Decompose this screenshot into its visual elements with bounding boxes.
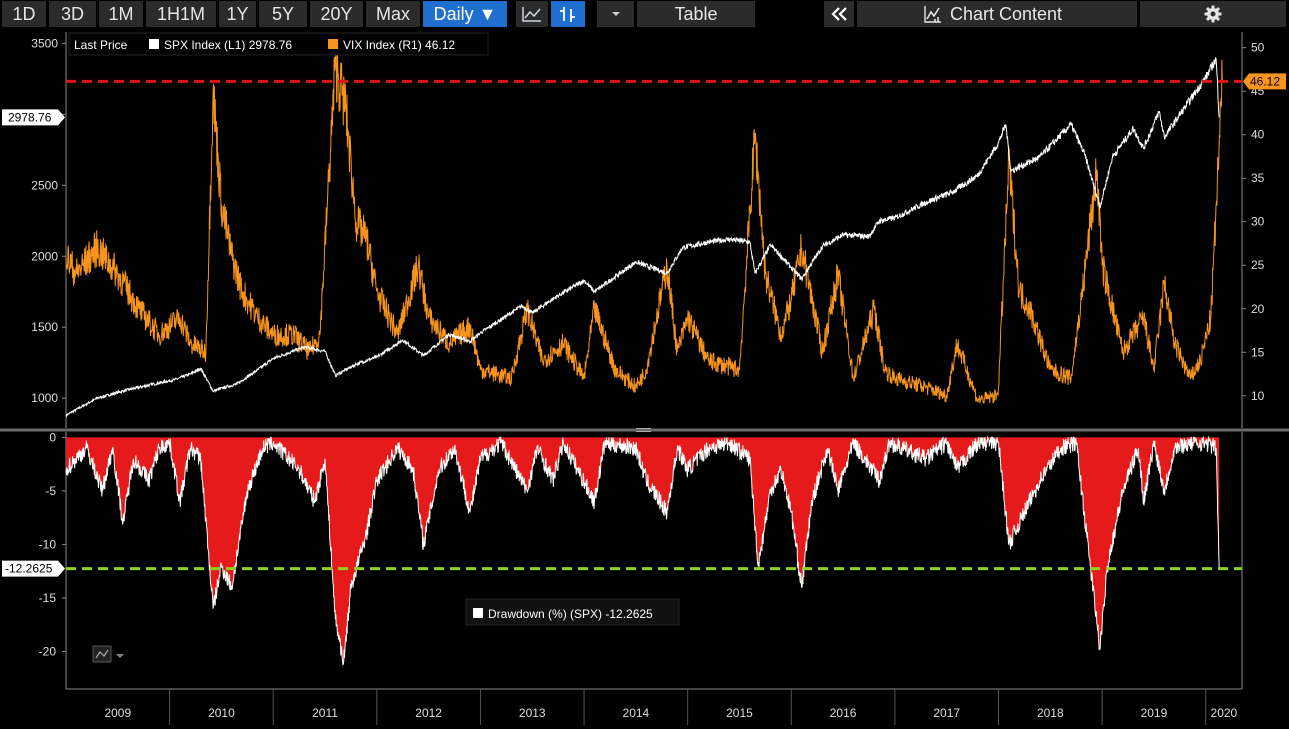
left-axis: 100015002000250030003500 xyxy=(31,36,66,405)
chart-type-dropdown[interactable] xyxy=(597,1,634,27)
right-axis-tick-label: 25 xyxy=(1251,258,1265,272)
x-axis-year-label: 2019 xyxy=(1141,706,1168,720)
vix-series-line xyxy=(65,43,1223,404)
vix-legend-label[interactable]: VIX Index (R1) 46.12 xyxy=(343,38,455,52)
x-axis-year-label: 2011 xyxy=(312,706,338,720)
left-axis-tick-label: 2000 xyxy=(31,249,58,263)
range-20y-button[interactable]: 20Y xyxy=(310,1,363,27)
collapse-button[interactable] xyxy=(824,1,854,27)
x-axis-year-label: 2012 xyxy=(415,706,442,720)
x-axis-year-label: 2013 xyxy=(519,706,546,720)
axis-frames xyxy=(65,32,1243,690)
small-line-chart-icon xyxy=(95,649,109,659)
left-axis-tick-label: 1500 xyxy=(31,320,58,334)
right-axis-tick-label: 35 xyxy=(1251,171,1265,185)
drawdown-legend-swatch xyxy=(473,608,483,618)
x-axis-year-label: 2015 xyxy=(726,706,753,720)
spx-last-value-marker: 2978.76 xyxy=(2,109,65,126)
spx-series-line xyxy=(65,56,1220,418)
range-1h1m-button[interactable]: 1H1M xyxy=(146,1,216,27)
drawdown-axis-tick-label: -20 xyxy=(39,645,57,659)
gear-icon xyxy=(1204,5,1222,23)
range-1y-button[interactable]: 1Y xyxy=(219,1,256,27)
panel-chart-type-button[interactable] xyxy=(92,645,124,663)
svg-text:-12.2625: -12.2625 xyxy=(5,562,53,576)
x-axis-year-label: 2018 xyxy=(1037,706,1064,720)
drawdown-axis: 0 -5 -10 -15 -20 xyxy=(39,430,66,659)
right-axis-tick-label: 50 xyxy=(1251,41,1265,55)
spx-legend-label[interactable]: SPX Index (L1) 2978.76 xyxy=(164,38,292,52)
left-axis-tick-label: 3500 xyxy=(31,36,58,50)
svg-text:2978.76: 2978.76 xyxy=(8,110,52,124)
chart-toolbar: 1D 3D 1M 1H1M 1Y 5Y 20Y Max Daily ▼ Tabl… xyxy=(0,0,1289,28)
range-1m-button[interactable]: 1M xyxy=(99,1,143,27)
drawdown-line xyxy=(65,435,1220,666)
panel-resize-handle[interactable] xyxy=(636,428,651,432)
x-axis-year-label: 2010 xyxy=(208,706,235,720)
drawdown-axis-tick-label: -15 xyxy=(39,591,57,605)
range-5y-button[interactable]: 5Y xyxy=(259,1,307,27)
drawdown-axis-tick-label: 0 xyxy=(49,430,56,444)
dropdown-arrow-icon xyxy=(611,12,620,16)
small-dropdown-arrow-icon xyxy=(116,654,124,658)
drawdown-legend-label[interactable]: Drawdown (%) (SPX) -12.2625 xyxy=(488,607,653,621)
chart-canvas: 100015002000250030003500 101520253035404… xyxy=(0,32,1289,725)
bottom-legend: Drawdown (%) (SPX) -12.2625 xyxy=(465,598,680,626)
settings-button[interactable] xyxy=(1140,1,1286,27)
svg-text:46.12: 46.12 xyxy=(1250,74,1280,88)
table-button[interactable]: Table xyxy=(637,1,755,27)
right-axis-tick-label: 40 xyxy=(1251,128,1265,142)
range-1d-button[interactable]: 1D xyxy=(2,1,46,27)
right-axis-tick-label: 10 xyxy=(1251,389,1265,403)
chart-content-label: Chart Content xyxy=(950,4,1063,24)
x-axis-year-label: 2014 xyxy=(623,706,650,720)
x-axis-year-label: 2009 xyxy=(104,706,131,720)
last-price-label: Last Price xyxy=(74,38,128,52)
x-axis-year-label: 2020 xyxy=(1211,706,1238,720)
chart-content-icon xyxy=(924,6,941,23)
range-max-button[interactable]: Max xyxy=(366,1,420,27)
chart-content-button[interactable]: Chart Content xyxy=(857,1,1137,27)
drawdown-last-value-marker: -12.2625 xyxy=(2,560,65,577)
x-axis-year-label: 2017 xyxy=(933,706,960,720)
x-axis-year-label: 2016 xyxy=(830,706,857,720)
drawdown-axis-tick-label: -5 xyxy=(45,484,56,498)
bar-chart-icon xyxy=(560,7,575,22)
left-axis-tick-label: 2500 xyxy=(31,178,58,192)
line-chart-button[interactable] xyxy=(516,1,548,27)
bar-chart-button[interactable] xyxy=(551,1,585,27)
collapse-icon xyxy=(831,7,847,21)
line-chart-icon xyxy=(522,7,541,22)
right-axis-tick-label: 15 xyxy=(1251,345,1265,359)
left-axis-tick-label: 1000 xyxy=(31,391,58,405)
right-axis-tick-label: 30 xyxy=(1251,215,1265,229)
vix-legend-swatch xyxy=(328,39,338,49)
right-axis-tick-label: 20 xyxy=(1251,302,1265,316)
drawdown-axis-tick-label: -10 xyxy=(39,537,57,551)
vix-last-value-marker: 46.12 xyxy=(1243,73,1286,90)
spx-legend-swatch xyxy=(149,39,159,49)
drawdown-area xyxy=(66,437,1220,666)
range-3d-button[interactable]: 3D xyxy=(49,1,96,27)
top-legend: Last Price SPX Index (L1) 2978.76 VIX In… xyxy=(68,32,489,56)
frequency-dropdown[interactable]: Daily ▼ xyxy=(423,1,507,27)
x-axis: 2009 2010 2011 2012 2013 2014 2015 2016 2017 2018… xyxy=(104,689,1238,725)
